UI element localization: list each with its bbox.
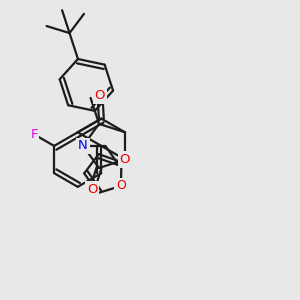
Text: O: O: [95, 89, 105, 102]
Text: F: F: [30, 128, 38, 141]
Text: N: N: [78, 140, 88, 152]
Text: O: O: [120, 153, 130, 166]
Text: O: O: [87, 183, 98, 196]
Text: O: O: [116, 179, 126, 193]
